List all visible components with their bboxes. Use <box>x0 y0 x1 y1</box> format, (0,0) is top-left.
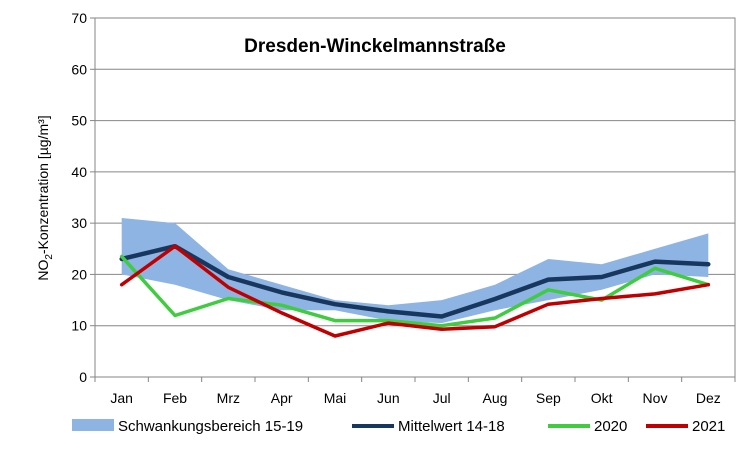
y-axis-title-prefix: NO <box>35 260 51 281</box>
series-line-3 <box>119 244 711 338</box>
legend-label-series-1: Mittelwert 14-18 <box>398 418 505 435</box>
x-tick-label: Dez <box>696 390 721 406</box>
x-tick-label: Feb <box>163 390 187 406</box>
range-band-area <box>121 218 709 324</box>
band-layer <box>121 218 709 324</box>
legend-label-series-3: 2021 <box>692 418 725 435</box>
series-line-2 <box>119 254 711 328</box>
y-tick-label: 40 <box>71 164 87 180</box>
axis-layer: 0 10 20 30 40 50 60 70 Jan Feb Mrz Apr Mai Jun Jul Aug S… <box>71 10 736 406</box>
legend: Schwankungsbereich 15-19 Mittelwert 14-18… <box>72 418 725 435</box>
x-tick-label: Mai <box>324 390 347 406</box>
y-axis-title: NO2-Konzentration [µg/m³] <box>35 115 55 280</box>
x-tick-label: Okt <box>591 390 613 406</box>
y-tick-label: 20 <box>71 266 87 282</box>
x-tick-label: Jun <box>377 390 400 406</box>
x-tick-label: Apr <box>271 390 293 406</box>
y-tick-label: 0 <box>79 369 87 385</box>
legend-label-band: Schwankungsbereich 15-19 <box>118 418 303 435</box>
legend-label-series-2: 2020 <box>594 418 627 435</box>
y-tick-label: 60 <box>71 61 87 77</box>
y-axis-title-suffix: -Konzentration [µg/m³] <box>35 115 51 254</box>
series-line-1 <box>119 243 711 319</box>
y-tick-label: 50 <box>71 113 87 129</box>
x-tick-label: Jan <box>110 390 133 406</box>
x-tick-label: Mrz <box>217 390 240 406</box>
y-tick-label: 30 <box>71 215 87 231</box>
x-tick-label: Nov <box>643 390 668 406</box>
x-tick-label: Jul <box>433 390 451 406</box>
x-tick-label: Aug <box>483 390 508 406</box>
y-tick-label: 10 <box>71 318 87 334</box>
y-tick-label: 70 <box>71 10 87 26</box>
series-layer <box>119 243 711 338</box>
y-axis-title-sub: 2 <box>44 254 55 260</box>
x-tick-label: Sep <box>536 390 561 406</box>
chart-title: Dresden-Winckelmannstraße <box>244 36 506 57</box>
legend-swatch-band <box>72 419 114 431</box>
